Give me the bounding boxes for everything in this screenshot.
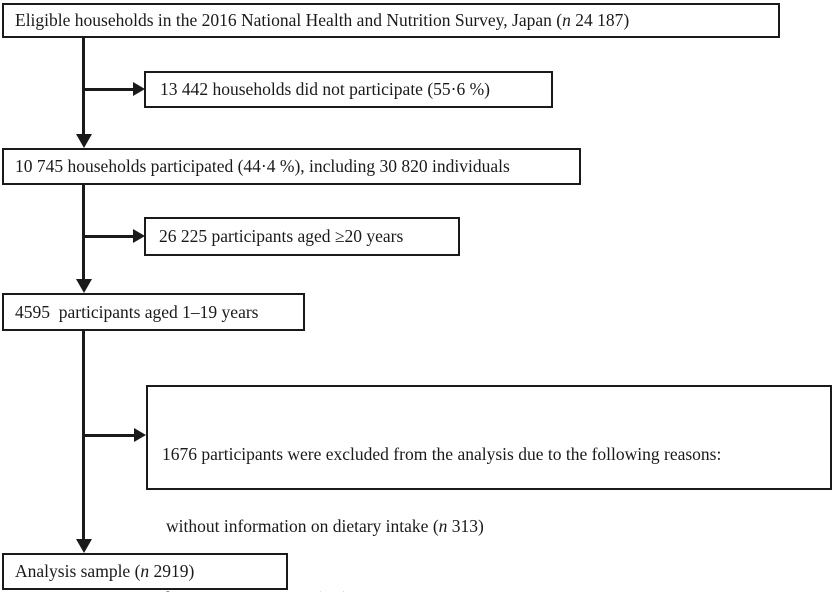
box-analysis-sample: Analysis sample (n 2919) [2,553,288,590]
box-eligible-text: Eligible households in the 2016 National… [15,10,629,30]
excluded-header: 1676 participants were excluded from the… [162,444,722,464]
box-aged-20-plus: 26 225 participants aged ≥20 years [144,217,460,256]
box-aged-1-19: 4595 participants aged 1–19 years [2,293,305,331]
connector-branch-3 [82,434,135,437]
arrowhead-down-3 [76,539,92,553]
n-variable: n [321,588,330,592]
connector-branch-2 [82,235,134,238]
n-variable: n [140,561,150,582]
excluded-reason-pregnant: lactating or pregnant (n 1) [162,586,822,592]
box-not-participated: 13 442 households did not participate (5… [144,71,553,108]
arrowhead-right-2 [133,229,145,243]
text-segment: 313) [447,516,484,536]
text-segment: 1) [330,588,349,592]
box-aged-20-plus-text: 26 225 participants aged ≥20 years [159,226,404,247]
connector-vertical-1 [82,38,85,136]
box-aged-1-19-text: 4595 participants aged 1–19 years [15,301,259,322]
connector-branch-1 [82,88,134,91]
box-excluded: 1676 participants were excluded from the… [146,385,832,592]
connector-vertical-2 [82,185,85,281]
n-variable: n [438,516,448,536]
arrowhead-down-2 [76,279,92,293]
excluded-reason-dietary: without information on dietary intake (n… [162,514,822,538]
n-variable: n [562,10,571,31]
arrowhead-right-3 [134,428,146,442]
text-segment: lactating or pregnant ( [166,588,321,592]
box-analysis-sample-text: Analysis sample (n 2919) [15,561,194,581]
box-not-participated-text: 13 442 households did not participate (5… [160,79,491,100]
text-segment: Eligible households in the 2016 National… [15,10,563,31]
text-segment: 24 187) [570,10,630,31]
text-segment: without information on dietary intake ( [166,516,439,536]
box-participated-text: 10 745 households participated (44·4 %),… [15,156,510,177]
box-eligible-households: Eligible households in the 2016 National… [2,3,780,38]
text-segment: 2919) [149,561,195,582]
text-segment: Analysis sample ( [15,561,141,582]
box-participated: 10 745 households participated (44·4 %),… [2,148,581,185]
arrowhead-right-1 [133,82,145,96]
arrowhead-down-1 [76,134,92,148]
